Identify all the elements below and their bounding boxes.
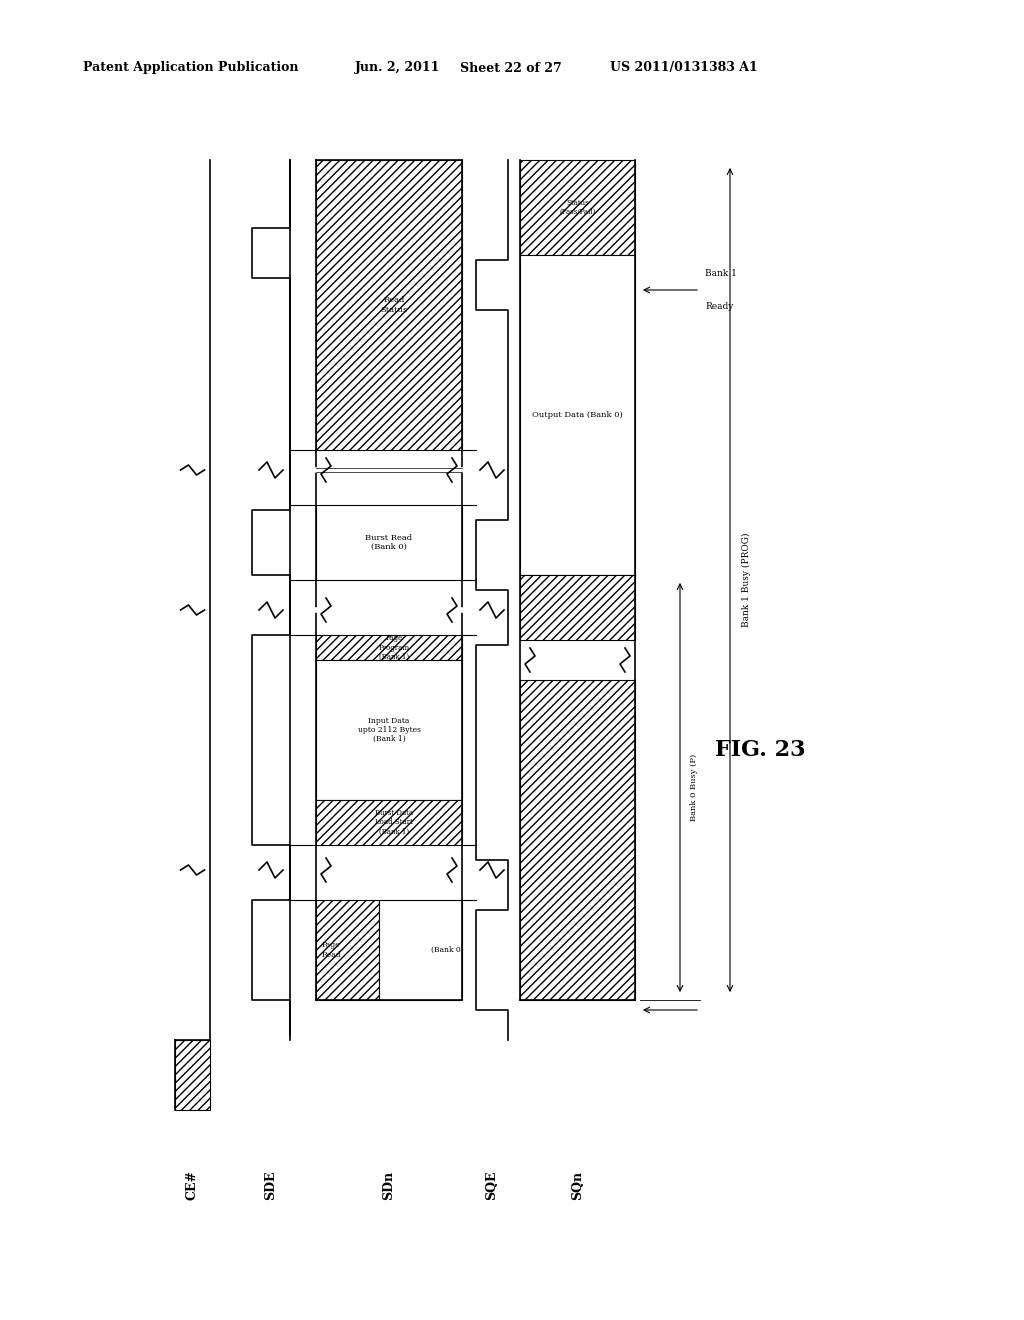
Text: Burst Data
Load Start
(Bank 1): Burst Data Load Start (Bank 1) (375, 809, 413, 836)
Text: Patent Application Publication: Patent Application Publication (83, 62, 299, 74)
Bar (316, 160, 462, 450)
Bar (379, 900, 462, 1001)
Text: Status
(Pass/Fail): Status (Pass/Fail) (559, 199, 596, 216)
Bar (175, 1040, 210, 1110)
Text: Sheet 22 of 27: Sheet 22 of 27 (460, 62, 562, 74)
Text: Page
Read: Page Read (322, 941, 341, 958)
Text: SQE: SQE (485, 1171, 499, 1200)
Text: Bank 1 Busy (PROG): Bank 1 Busy (PROG) (742, 533, 752, 627)
Text: SDE: SDE (264, 1171, 278, 1200)
Bar (520, 160, 635, 255)
Text: Output Data (Bank 0): Output Data (Bank 0) (532, 411, 623, 418)
Bar (520, 576, 635, 640)
Bar (520, 255, 635, 576)
Text: Bank 1: Bank 1 (705, 269, 737, 279)
Bar (316, 800, 462, 845)
Text: SQn: SQn (571, 1171, 584, 1200)
Text: Bank 0 Busy (P): Bank 0 Busy (P) (690, 754, 698, 821)
Bar (520, 680, 635, 1001)
Text: CE#: CE# (186, 1170, 199, 1200)
Text: Read
Status: Read Status (381, 297, 408, 314)
Text: (Bank 0): (Bank 0) (431, 946, 464, 954)
Bar (316, 506, 462, 579)
Text: Ready: Ready (705, 302, 733, 312)
Text: Page
Program
(Bank 1): Page Program (Bank 1) (379, 635, 410, 661)
Text: Burst Read
(Bank 0): Burst Read (Bank 0) (366, 533, 413, 552)
Text: FIG. 23: FIG. 23 (715, 739, 805, 762)
Text: Input Data
upto 2112 Bytes
(Bank 1): Input Data upto 2112 Bytes (Bank 1) (357, 717, 421, 743)
Text: US 2011/0131383 A1: US 2011/0131383 A1 (610, 62, 758, 74)
Text: Jun. 2, 2011: Jun. 2, 2011 (355, 62, 440, 74)
Text: SDn: SDn (383, 1171, 395, 1200)
Bar (316, 660, 462, 800)
Bar (316, 900, 379, 1001)
Bar (316, 635, 462, 660)
